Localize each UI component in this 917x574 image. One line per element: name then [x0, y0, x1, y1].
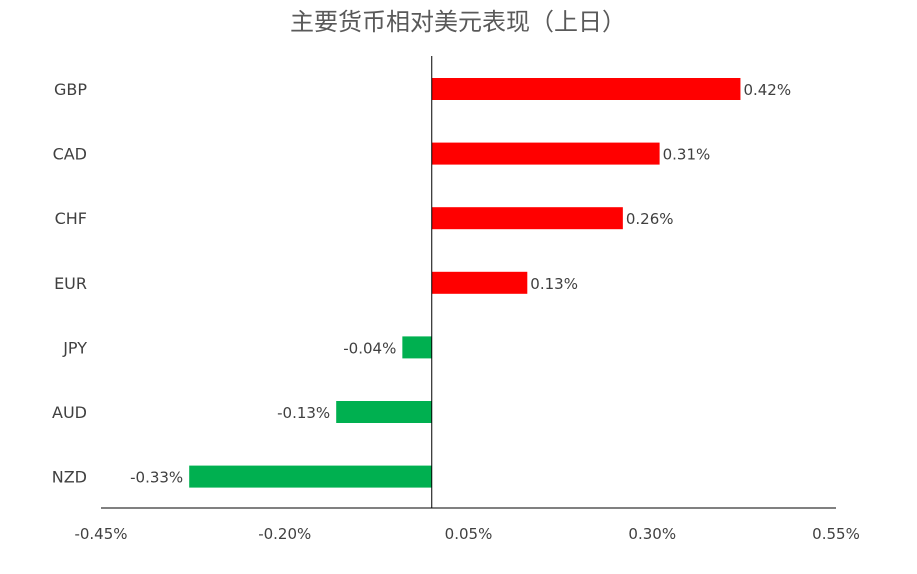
- data-label-cad: 0.31%: [663, 146, 711, 164]
- category-label-chf: CHF: [55, 209, 87, 228]
- chart-title: 主要货币相对美元表现（上日）: [290, 8, 626, 36]
- bar-aud: [336, 401, 432, 423]
- data-label-eur: 0.13%: [530, 275, 578, 293]
- data-label-gbp: 0.42%: [743, 81, 791, 99]
- x-tick-label: -0.45%: [74, 525, 127, 543]
- bar-gbp: [431, 78, 741, 100]
- data-label-aud: -0.13%: [277, 404, 330, 422]
- category-label-eur: EUR: [54, 274, 87, 293]
- category-label-jpy: JPY: [62, 338, 87, 357]
- category-labels: GBP CAD CHF EUR JPY AUD NZD: [52, 80, 88, 487]
- data-label-jpy: -0.04%: [343, 339, 396, 357]
- bars-group: [189, 78, 741, 488]
- bar-jpy: [402, 336, 432, 359]
- data-label-chf: 0.26%: [626, 210, 674, 228]
- x-tick-label: -0.20%: [258, 525, 311, 543]
- bar-chf: [431, 207, 623, 230]
- x-tick-label: 0.05%: [445, 525, 493, 543]
- bar-cad: [431, 142, 660, 165]
- x-tick-labels: -0.45% -0.20% 0.05% 0.30% 0.55%: [74, 525, 859, 543]
- data-label-nzd: -0.33%: [130, 469, 183, 487]
- bar-eur: [431, 271, 528, 294]
- category-label-aud: AUD: [52, 403, 87, 422]
- x-tick-label: 0.55%: [812, 525, 860, 543]
- category-label-nzd: NZD: [52, 468, 87, 487]
- bar-nzd: [189, 465, 432, 488]
- data-labels: 0.42% 0.31% 0.26% 0.13% -0.04% -0.13% -0.33%: [130, 81, 791, 487]
- category-label-cad: CAD: [53, 145, 87, 164]
- category-label-gbp: GBP: [54, 80, 87, 99]
- x-tick-label: 0.30%: [628, 525, 676, 543]
